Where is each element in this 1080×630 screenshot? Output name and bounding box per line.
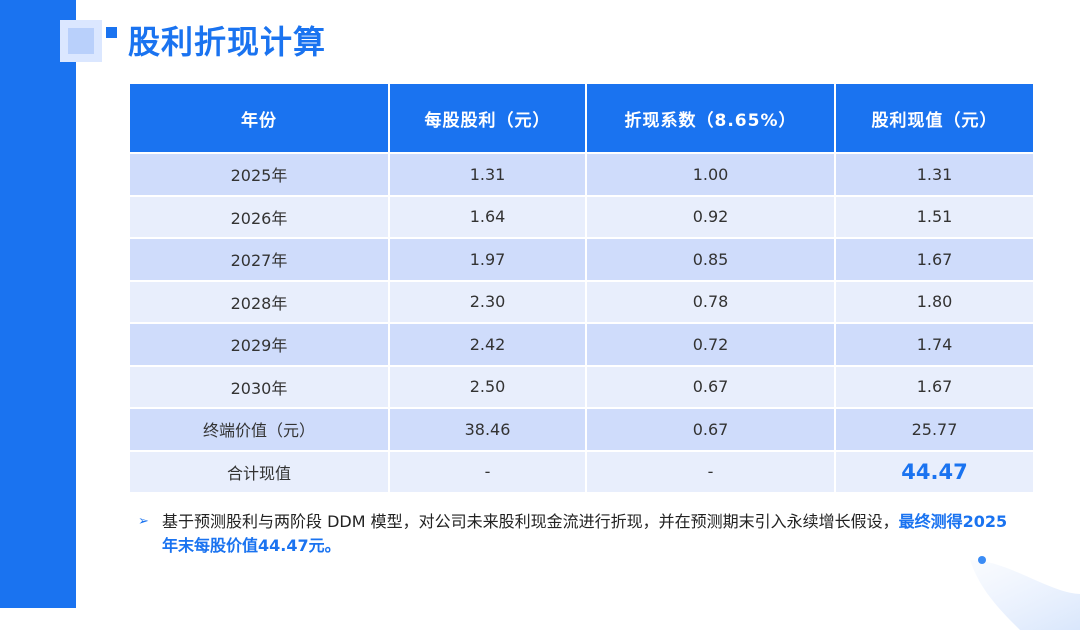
table-header-row: 年份 每股股利（元） 折现系数（8.65%） 股利现值（元） [130,84,1033,152]
cell-dividend: 1.64 [390,196,585,237]
cell-dividend: - [390,451,585,492]
cell-discount-factor: 0.67 [587,409,834,450]
table-row: 2027年 1.97 0.85 1.67 [130,239,1033,280]
cell-year: 合计现值 [130,451,388,492]
cell-dividend: 2.42 [390,324,585,365]
cell-dividend: 2.30 [390,281,585,322]
total-present-value: 44.47 [836,451,1033,492]
cell-year: 2029年 [130,324,388,365]
cell-discount-factor: 0.67 [587,366,834,407]
cell-discount-factor: 0.92 [587,196,834,237]
table-row: 2025年 1.31 1.00 1.31 [130,154,1033,195]
cell-present-value: 1.74 [836,324,1033,365]
header-discount-factor: 折现系数（8.65%） [587,84,834,152]
header-dividend-present-value: 股利现值（元） [836,84,1033,152]
cell-dividend: 1.31 [390,154,585,195]
table-row-terminal-value: 终端价值（元） 38.46 0.67 25.77 [130,409,1033,450]
decorative-square-small [106,27,117,38]
cell-year: 2025年 [130,154,388,195]
page-title: 股利折现计算 [128,23,327,61]
table-row-total: 合计现值 - - 44.47 [130,451,1033,492]
summary-highlight: 最终测得2025年末每股价值44.47元。 [162,512,1008,555]
cell-present-value: 1.80 [836,281,1033,322]
table-row: 2028年 2.30 0.78 1.80 [130,281,1033,322]
cell-discount-factor: 0.85 [587,239,834,280]
cell-year: 终端价值（元） [130,409,388,450]
summary-body: 基于预测股利与两阶段 DDM 模型，对公司未来股利现金流进行折现，并在预测期末引… [162,512,899,531]
cell-discount-factor: 0.72 [587,324,834,365]
cell-present-value: 25.77 [836,409,1033,450]
cell-dividend: 1.97 [390,239,585,280]
cell-dividend: 38.46 [390,409,585,450]
summary-text: 基于预测股利与两阶段 DDM 模型，对公司未来股利现金流进行折现，并在预测期末引… [162,510,1018,558]
header-dividend-per-share: 每股股利（元） [390,84,585,152]
cell-year: 2027年 [130,239,388,280]
cell-year: 2028年 [130,281,388,322]
decorative-square-inner [68,28,94,54]
cell-discount-factor: 0.78 [587,281,834,322]
decorative-swoosh [970,556,1080,630]
cell-present-value: 1.67 [836,239,1033,280]
dividend-discount-table: 年份 每股股利（元） 折现系数（8.65%） 股利现值（元） 2025年 1.3… [128,82,1035,494]
cell-present-value: 1.31 [836,154,1033,195]
table-row: 2030年 2.50 0.67 1.67 [130,366,1033,407]
table-row: 2026年 1.64 0.92 1.51 [130,196,1033,237]
bullet-arrow-icon: ➢ [138,514,149,529]
cell-discount-factor: 1.00 [587,154,834,195]
cell-present-value: 1.67 [836,366,1033,407]
cell-discount-factor: - [587,451,834,492]
dividend-table-container: 年份 每股股利（元） 折现系数（8.65%） 股利现值（元） 2025年 1.3… [130,84,1033,492]
cell-present-value: 1.51 [836,196,1033,237]
table-row: 2029年 2.42 0.72 1.74 [130,324,1033,365]
cell-year: 2026年 [130,196,388,237]
header-year: 年份 [130,84,388,152]
left-accent-bar [0,0,76,608]
cell-dividend: 2.50 [390,366,585,407]
cell-year: 2030年 [130,366,388,407]
